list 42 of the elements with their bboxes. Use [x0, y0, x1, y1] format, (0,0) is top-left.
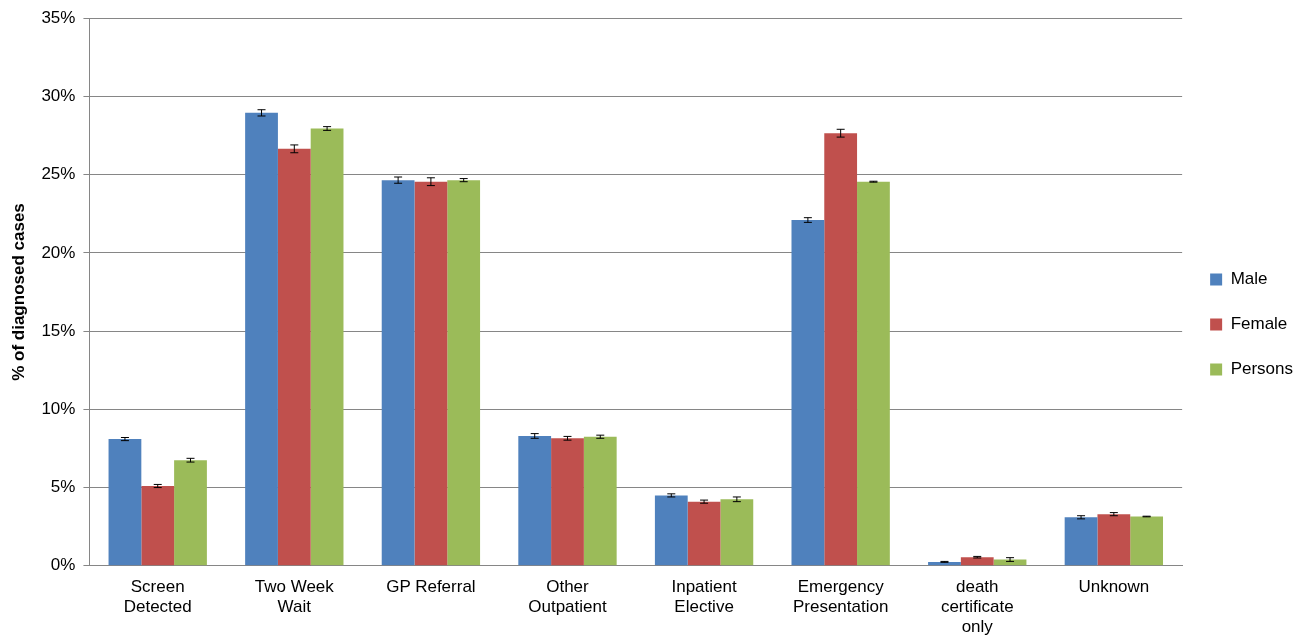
x-tick-label: death certificate only	[940, 576, 1014, 637]
x-tick-label: Screen Detected	[123, 576, 192, 617]
legend-label: Male	[1230, 269, 1268, 289]
bar	[447, 180, 481, 566]
x-tick-label: Other Outpatient	[528, 576, 607, 617]
bar	[414, 181, 448, 566]
y-tick-label: 5%	[50, 477, 76, 497]
bar	[277, 148, 311, 566]
bar	[583, 436, 617, 566]
legend-label: Persons	[1230, 359, 1294, 379]
bar	[141, 486, 175, 566]
bar	[245, 112, 278, 566]
y-tick-label: 35%	[41, 7, 76, 27]
bar	[791, 220, 825, 566]
bar	[518, 435, 552, 566]
bar	[654, 495, 688, 566]
y-tick-label: 10%	[41, 399, 76, 419]
y-tick-label: 30%	[41, 86, 76, 106]
bar	[1097, 514, 1131, 566]
bar	[720, 499, 754, 566]
y-tick-label: 15%	[41, 320, 76, 340]
bar	[381, 180, 415, 566]
bar	[1064, 517, 1098, 566]
bar	[824, 133, 858, 566]
y-tick-label: 0%	[50, 555, 76, 575]
y-tick-label: 25%	[41, 164, 76, 184]
y-tick-label: 20%	[41, 242, 76, 262]
bar	[551, 438, 584, 566]
bar	[960, 557, 994, 566]
bar	[857, 181, 890, 566]
bar	[174, 460, 207, 566]
y-axis-title: % of diagnosed cases	[8, 203, 28, 381]
x-tick-label: Unknown	[1078, 576, 1150, 596]
bar	[108, 439, 142, 566]
x-tick-label: Two Week Wait	[254, 576, 335, 617]
x-tick-label: Inpatient Elective	[671, 576, 737, 617]
bar	[310, 128, 344, 566]
bar	[1130, 516, 1164, 566]
x-tick-label: GP Referral	[386, 576, 476, 596]
bar	[687, 501, 721, 566]
x-tick-label: Emergency Presentation	[792, 576, 889, 617]
legend-label: Female	[1230, 314, 1288, 334]
